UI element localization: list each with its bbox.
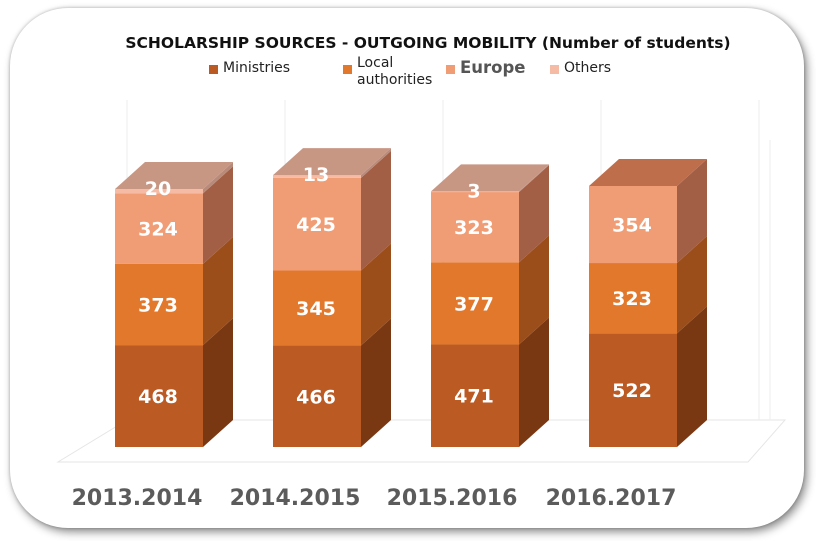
data-label: 324 — [138, 219, 178, 241]
bar-segment-europe — [115, 193, 203, 264]
bar-segment-others — [431, 191, 519, 193]
legend-label-others: Others — [564, 60, 612, 76]
bar-side-europe — [361, 150, 391, 271]
legend-swatch-local-authorities — [343, 65, 352, 74]
bar-top-face — [589, 158, 707, 186]
bar-segment-ministries — [589, 333, 677, 447]
bar-side-ministries — [361, 318, 391, 447]
bar-side-others — [361, 148, 391, 178]
data-label: 354 — [612, 215, 652, 237]
bar-side-europe — [203, 166, 233, 264]
bar-segment-local-authorities — [115, 263, 203, 346]
bar-side-ministries — [677, 306, 707, 447]
category-label: 2015.2016 — [387, 486, 518, 511]
legend-swatch-ministries — [209, 65, 218, 74]
bar-segment-europe — [431, 192, 519, 263]
data-label: 13 — [303, 164, 329, 186]
bar-top-face — [431, 164, 549, 192]
bar-segment-europe — [273, 177, 361, 271]
legend-swatch-others — [550, 65, 559, 74]
data-label: 323 — [454, 217, 494, 239]
data-label: 425 — [296, 214, 336, 236]
bar-segment-local-authorities — [589, 263, 677, 334]
bar-side-local-authorities — [203, 236, 233, 346]
bar-top-face — [273, 148, 391, 176]
data-label: 466 — [296, 386, 336, 408]
bar-segment-ministries — [115, 345, 203, 447]
bar-side-local-authorities — [677, 236, 707, 334]
data-label: 377 — [454, 293, 494, 315]
bar-side-others — [203, 162, 233, 194]
legend-label-local-line2: authorities — [357, 72, 433, 88]
legend-label-europe: Europe — [460, 58, 526, 77]
bar-segment-ministries — [431, 344, 519, 447]
bar-side-ministries — [203, 318, 233, 447]
bar-side-local-authorities — [361, 243, 391, 346]
data-label: 373 — [138, 295, 178, 317]
data-label: 468 — [138, 386, 178, 408]
legend-label-ministries: Ministries — [223, 60, 291, 76]
category-label: 2014.2015 — [230, 486, 361, 511]
bar-side-local-authorities — [519, 235, 549, 345]
bar-segment-local-authorities — [273, 270, 361, 346]
bar-side-ministries — [519, 317, 549, 447]
bar-segment-others — [273, 175, 361, 178]
data-label: 471 — [454, 386, 494, 408]
bar-side-europe — [519, 165, 549, 263]
bar-segment-europe — [589, 185, 677, 264]
bar-segment-ministries — [273, 345, 361, 447]
bar-segment-local-authorities — [431, 262, 519, 345]
chart-data-labels: 468 373 324 20 466 345 425 13 471 377 323 3 522 323 35… — [138, 164, 652, 408]
chart-bars — [115, 148, 707, 447]
data-label: 20 — [145, 178, 171, 200]
bar-top-face — [115, 162, 233, 190]
category-label: 2016.2017 — [546, 486, 677, 511]
data-label: 522 — [612, 380, 652, 402]
bar-side-europe — [677, 158, 707, 264]
legend-swatch-europe — [446, 65, 455, 74]
bar-segment-others — [115, 189, 203, 194]
chart-title: SCHOLARSHIP SOURCES - OUTGOING MOBILITY … — [125, 34, 731, 52]
legend-label-local-line1: Local — [357, 55, 394, 71]
data-label: 345 — [296, 298, 336, 320]
category-label: 2013.2014 — [72, 486, 203, 511]
chart-category-labels: 2013.2014 2014.2015 2015.2016 2016.2017 — [72, 486, 677, 511]
data-label: 3 — [467, 180, 480, 202]
data-label: 323 — [612, 288, 652, 310]
bar-side-others — [519, 164, 549, 193]
